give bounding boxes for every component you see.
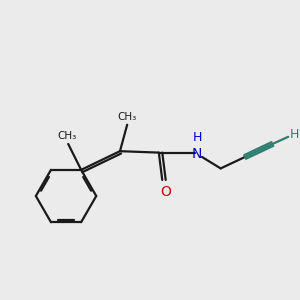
- Text: CH₃: CH₃: [57, 130, 76, 140]
- Text: H: H: [192, 131, 202, 144]
- Text: H: H: [289, 128, 299, 141]
- Text: CH₃: CH₃: [118, 112, 137, 122]
- Text: N: N: [192, 147, 202, 161]
- Text: O: O: [160, 185, 171, 199]
